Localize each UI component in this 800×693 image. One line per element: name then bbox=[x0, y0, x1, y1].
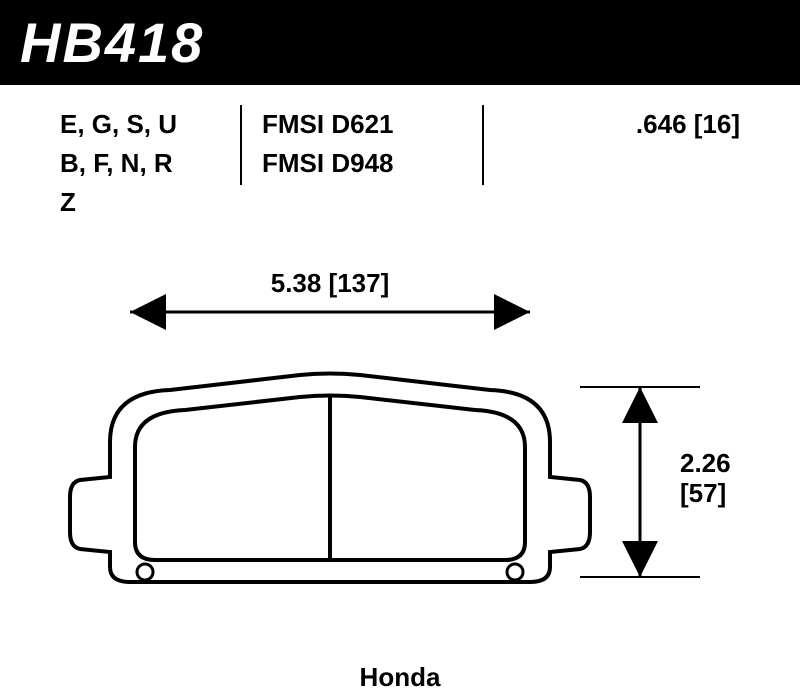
diagram-svg: 5.38 [137] 2.26 [57] bbox=[0, 232, 800, 652]
height-dimension-label2: [57] bbox=[680, 478, 726, 508]
spec-table: E, G, S, U B, F, N, R Z FMSI D621 FMSI D… bbox=[0, 85, 800, 232]
thickness-column: .646 [16] bbox=[484, 105, 760, 222]
brake-pad-diagram: 5.38 [137] 2.26 [57] bbox=[0, 232, 800, 652]
brand-label: Honda bbox=[0, 652, 800, 693]
fmsi-column: FMSI D621 FMSI D948 bbox=[242, 105, 482, 222]
thickness-value: .646 [16] bbox=[504, 105, 740, 144]
compounds-line3: Z bbox=[60, 183, 220, 222]
compounds-column: E, G, S, U B, F, N, R Z bbox=[40, 105, 240, 222]
pad-hole-right bbox=[507, 564, 523, 580]
fmsi-code-1: FMSI D621 bbox=[262, 105, 462, 144]
pad-hole-left bbox=[137, 564, 153, 580]
part-number: HB418 bbox=[20, 11, 204, 74]
fmsi-code-2: FMSI D948 bbox=[262, 144, 462, 183]
width-dimension-label: 5.38 [137] bbox=[271, 268, 390, 298]
height-dimension-label1: 2.26 bbox=[680, 448, 731, 478]
compounds-line1: E, G, S, U bbox=[60, 105, 220, 144]
compounds-line2: B, F, N, R bbox=[60, 144, 220, 183]
header-bar: HB418 bbox=[0, 0, 800, 85]
